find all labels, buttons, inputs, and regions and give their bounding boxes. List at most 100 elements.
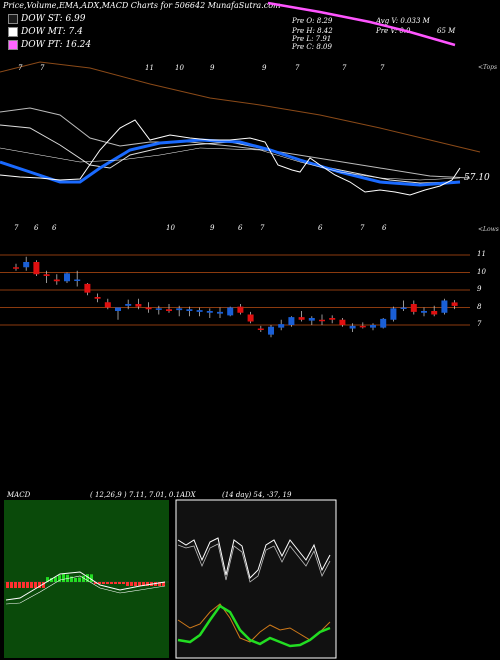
macd-histogram-bar xyxy=(30,582,33,588)
adx-params: (14 day) 54, -37, 19 xyxy=(222,491,292,499)
dow-mt-line xyxy=(0,147,461,181)
candle-body xyxy=(319,319,325,322)
top-day-label: 7 xyxy=(18,64,23,72)
macd-histogram-bar xyxy=(130,582,133,586)
macd-histogram-bar xyxy=(46,577,49,582)
ohlc-low: Pre L: 7.91 xyxy=(292,35,332,43)
adx-minus-di xyxy=(177,543,331,583)
top-day-label: 7 xyxy=(380,64,385,72)
adx-orange-line xyxy=(177,603,331,643)
price-tick-label: 7 xyxy=(477,320,482,328)
macd-histogram-bar xyxy=(114,582,117,584)
candle-body xyxy=(23,262,30,268)
candle-body xyxy=(53,279,60,282)
candle-body xyxy=(145,307,152,310)
candle-body xyxy=(94,297,101,299)
candle-body xyxy=(43,274,50,276)
low-day-label: 6 xyxy=(382,224,387,232)
legend-label-pt: DOW PT: 16.24 xyxy=(21,40,92,50)
candle-body xyxy=(74,279,81,281)
candle-body xyxy=(298,317,305,320)
candle-body xyxy=(196,310,203,312)
candle-body xyxy=(257,328,264,330)
candle-body xyxy=(176,308,183,311)
candle-body xyxy=(135,304,142,307)
price-tick-label: 10 xyxy=(477,267,486,276)
macd-histogram-bar xyxy=(54,577,57,582)
top-day-label: 7 xyxy=(295,64,300,72)
candle-body xyxy=(237,306,244,313)
macd-histogram-bar xyxy=(78,577,81,582)
macd-histogram-bar xyxy=(122,582,125,584)
ohlc-open: Pre O: 8.29 xyxy=(292,17,333,25)
macd-histogram-bar xyxy=(6,582,9,588)
ohlc-high: Pre H: 8.42 xyxy=(292,27,333,35)
candle-body xyxy=(390,308,397,320)
pre-volume: Pre V: 0.0 xyxy=(376,27,411,35)
dow-pt-line xyxy=(267,1,456,47)
legend-dow-mt: DOW MT: 7.4 xyxy=(8,27,83,37)
candle-body xyxy=(186,309,193,311)
candle-body xyxy=(441,300,448,313)
candle-body xyxy=(370,325,376,328)
ohlc-close: Pre C: 8.09 xyxy=(292,43,332,51)
macd-histogram-bar xyxy=(18,582,21,588)
macd-histogram-bar xyxy=(86,574,89,582)
macd-histogram-bar xyxy=(106,582,109,584)
macd-histogram-bar xyxy=(62,574,65,582)
macd-histogram-bar xyxy=(82,575,85,582)
macd-histogram-bar xyxy=(146,582,149,586)
macd-line xyxy=(5,571,166,601)
legend-swatch-pt xyxy=(8,40,18,50)
candle-body xyxy=(359,325,366,328)
candle-body xyxy=(380,318,387,328)
macd-histogram-bar xyxy=(74,577,77,582)
candle-body xyxy=(125,304,132,306)
candle-body xyxy=(64,273,70,282)
low-day-label: 6 xyxy=(52,224,57,232)
macd-histogram-bar xyxy=(110,582,113,584)
avg-volume: Avg V: 0.033 M xyxy=(376,17,430,25)
candle-body xyxy=(206,311,213,313)
macd-histogram-bar xyxy=(98,582,101,584)
ema-short-line xyxy=(0,138,461,187)
candle-body xyxy=(155,308,162,310)
macd-histogram-bar xyxy=(158,582,161,586)
low-day-label: 6 xyxy=(34,224,39,232)
macd-histogram-bar xyxy=(26,582,29,588)
macd-histogram-bar xyxy=(38,582,41,588)
macd-histogram-bar xyxy=(94,582,97,584)
macd-params: ( 12,26,9 ) 7.11, 7.01, 0.1 xyxy=(90,491,181,499)
candle-body xyxy=(247,314,254,322)
lows-label: <Lows xyxy=(478,226,499,233)
legend-dow-st: DOW ST: 6.99 xyxy=(8,14,86,24)
macd-histogram-bar xyxy=(126,582,129,586)
last-value-label: 57.10 xyxy=(464,173,490,183)
candle-body xyxy=(329,318,336,320)
candle-body xyxy=(339,319,346,325)
tops-label: <Tops xyxy=(478,64,498,71)
candle-body xyxy=(104,302,111,308)
macd-histogram-bar xyxy=(34,582,37,588)
price-tick-label: 9 xyxy=(477,285,482,293)
candle-body xyxy=(421,311,427,313)
legend-label-st: DOW ST: 6.99 xyxy=(21,14,86,24)
low-day-label: 7 xyxy=(14,224,19,232)
macd-histogram-bar xyxy=(142,582,145,586)
macd-title: MACD xyxy=(7,491,31,499)
candle-body xyxy=(115,307,121,311)
adx-title: ADX xyxy=(180,491,196,499)
adx-border xyxy=(175,499,337,659)
legend-swatch-st xyxy=(8,14,18,24)
macd-histogram-bar xyxy=(42,582,45,588)
macd-histogram-bar xyxy=(14,582,17,588)
macd-histogram-bar xyxy=(58,575,61,582)
macd-histogram-bar xyxy=(138,582,141,586)
candle-body xyxy=(431,311,438,315)
candle-body xyxy=(217,311,223,314)
legend-label-mt: DOW MT: 7.4 xyxy=(21,27,83,37)
candle-body xyxy=(288,317,295,325)
candle-body xyxy=(349,325,356,329)
macd-histogram-bar xyxy=(70,576,73,582)
